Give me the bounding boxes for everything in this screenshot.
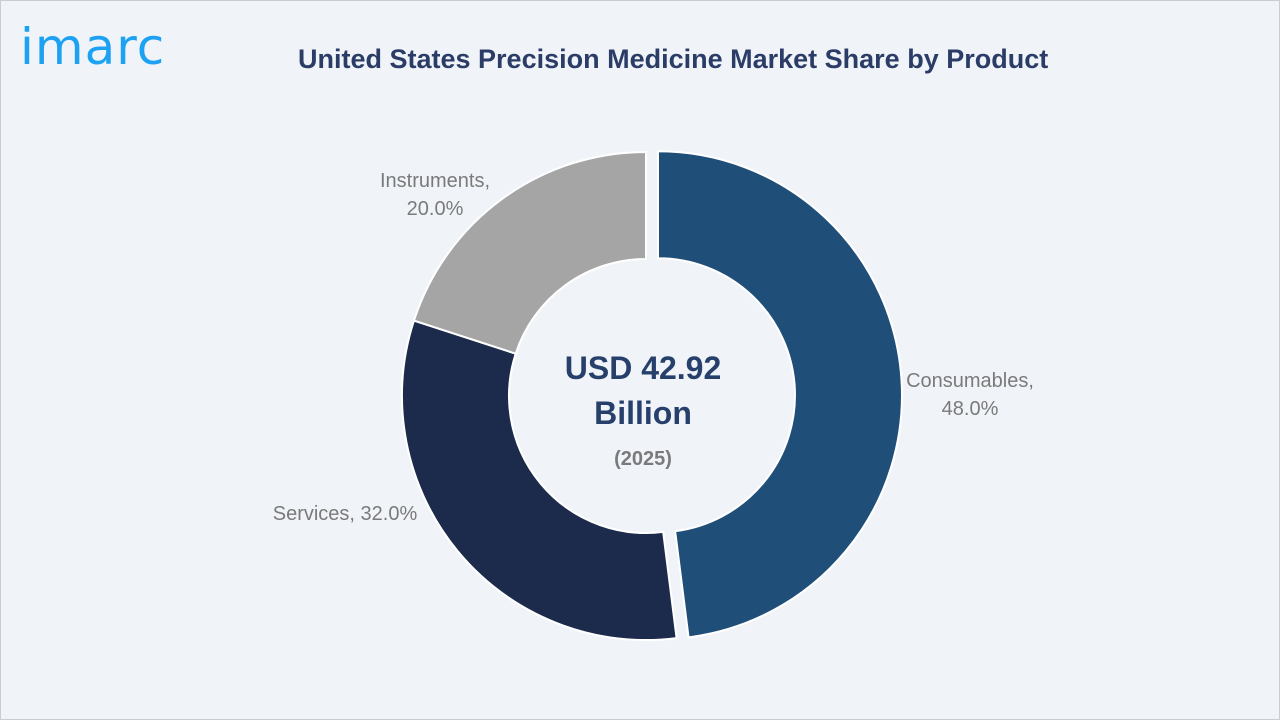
- label-instruments-name: Instruments,: [380, 170, 490, 192]
- slice-services: [401, 319, 678, 641]
- donut-slices: [401, 150, 903, 641]
- center-value: USD 42.92: [565, 350, 722, 386]
- imarc-logo: imarc: [20, 22, 165, 72]
- chart-title: United States Precision Medicine Market …: [298, 44, 1049, 74]
- logo-text: imarc: [20, 18, 166, 76]
- label-consumables-name: Consumables,: [906, 370, 1034, 392]
- center-unit: Billion: [594, 395, 692, 431]
- center-year: (2025): [614, 448, 672, 470]
- slice-consumables: [656, 150, 903, 639]
- slice-instruments: [412, 150, 647, 355]
- label-instruments-value: 20.0%: [407, 198, 464, 220]
- label-consumables-value: 48.0%: [942, 398, 999, 420]
- label-services: Services, 32.0%: [273, 503, 418, 525]
